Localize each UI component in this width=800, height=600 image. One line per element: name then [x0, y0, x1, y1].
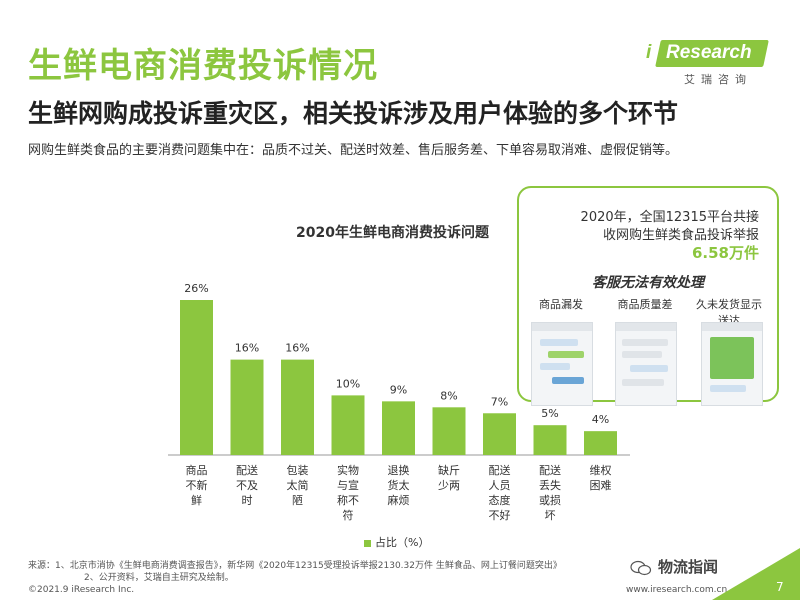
category-label: 不好 [489, 508, 511, 522]
page-subtitle: 生鲜网购成投诉重灾区，相关投诉涉及用户体验的多个环节 [28, 99, 679, 128]
category-label: 太简 [287, 478, 309, 492]
logo-cn: 艾瑞咨询 [684, 73, 752, 86]
wechat-account: 物流指闻 [630, 556, 718, 577]
bar [331, 395, 365, 455]
legend-label: 占比（%） [375, 536, 430, 549]
category-label: 实物 [337, 463, 359, 477]
category-label: 退换 [388, 463, 410, 477]
callout-box: 2020年，全国12315平台共接 收网购生鲜类食品投诉举报 6.58万件 客服… [517, 186, 779, 406]
logo-name: Research [666, 42, 752, 63]
category-label: 鲜 [191, 493, 202, 507]
source-line2: 2、公开资料，艾瑞自主研究及绘制。 [84, 573, 234, 583]
data-label: 16% [285, 342, 309, 355]
category-label: 与宣 [337, 478, 359, 492]
category-label: 人员 [489, 479, 511, 492]
category-label: 坏 [545, 509, 556, 522]
category-label: 不及 [236, 479, 258, 492]
bar [230, 359, 264, 455]
chat-bubble [540, 363, 570, 370]
bar [432, 407, 466, 455]
iresearch-logo: i Research 艾瑞咨询 [628, 40, 769, 90]
category-label: 丢失 [539, 479, 561, 492]
wechat-icon [630, 560, 652, 575]
category-label: 时 [242, 494, 253, 507]
category-label: 包装 [287, 464, 309, 477]
chat-bubble [622, 379, 664, 386]
chart-title: 2020年生鲜电商消费投诉问题 [296, 225, 489, 241]
category-label: 配送 [539, 463, 561, 477]
source-note: 来源：1、北京市消协《生鲜电商消费调查报告》，新华网《2020年12315受理投… [28, 560, 562, 584]
chat-screenshot-3 [701, 322, 763, 406]
chat-bubble [540, 339, 578, 346]
chat-bubble [552, 377, 584, 384]
data-label: 8% [440, 389, 457, 402]
category-label: 不新 [186, 478, 208, 492]
category-label: 麻烦 [388, 493, 410, 507]
screenshot-label-delivery-1: 久未发货显示 [696, 298, 762, 311]
screenshot-header [616, 323, 676, 331]
bar [533, 425, 567, 455]
bar [483, 413, 516, 455]
chat-bubble [622, 339, 668, 346]
data-label: 10% [336, 377, 360, 390]
bar [180, 300, 213, 455]
chat-image [710, 337, 754, 379]
callout-emphasis: 客服无法有效处理 [592, 275, 704, 291]
bar [382, 401, 415, 455]
callout-line1: 2020年，全国12315平台共接 [580, 210, 759, 225]
page-number: 7 [776, 580, 784, 594]
bar [281, 359, 314, 455]
data-label: 26% [184, 282, 208, 295]
data-label: 16% [235, 342, 259, 355]
category-label: 态度 [489, 493, 511, 507]
category-label: 少两 [438, 479, 460, 492]
screenshot-header [702, 323, 762, 331]
data-label: 5% [541, 407, 558, 420]
chart-legend: 占比（%） [364, 534, 429, 550]
page-description: 网购生鲜类食品的主要消费问题集中在：品质不过关、配送时效差、售后服务差、下单容易… [28, 143, 679, 158]
category-label: 符 [343, 509, 354, 522]
corner-decoration [712, 548, 800, 600]
chat-bubble [548, 351, 584, 358]
page-title: 生鲜电商消费投诉情况 [28, 46, 378, 86]
screenshot-label-quality: 商品质量差 [617, 298, 673, 311]
data-label: 4% [592, 413, 609, 426]
category-label: 困难 [590, 479, 612, 492]
category-label: 陋 [292, 494, 303, 507]
wechat-name: 物流指闻 [658, 558, 719, 576]
category-label: 或损 [539, 493, 561, 507]
chat-screenshot-1 [531, 322, 593, 406]
bar [584, 431, 617, 455]
category-label: 配送 [236, 463, 258, 477]
chat-bubble [630, 365, 668, 372]
chat-bubble [710, 385, 746, 392]
category-label: 缺斤 [438, 463, 460, 477]
logo-i: i [646, 42, 652, 63]
category-label: 称不 [337, 493, 359, 507]
chat-screenshot-2 [615, 322, 677, 406]
data-label: 9% [390, 383, 407, 396]
category-label: 配送 [489, 463, 511, 477]
data-label: 7% [491, 395, 508, 408]
chat-bubble [622, 351, 662, 358]
category-label: 维权 [590, 464, 612, 477]
callout-line2: 收网购生鲜类食品投诉举报 [602, 228, 759, 243]
website-link[interactable]: www.iresearch.com.cn [626, 585, 728, 595]
category-label: 货太 [388, 478, 410, 492]
category-label: 商品 [186, 463, 208, 477]
copyright: ©2021.9 iResearch Inc. [28, 585, 135, 595]
screenshot-label-missing: 商品漏发 [539, 298, 583, 311]
screenshot-header [532, 323, 592, 331]
source-line1: 来源：1、北京市消协《生鲜电商消费调查报告》，新华网《2020年12315受理投… [28, 561, 562, 571]
callout-highlight: 6.58万件 [691, 244, 759, 262]
legend-swatch [364, 539, 371, 547]
